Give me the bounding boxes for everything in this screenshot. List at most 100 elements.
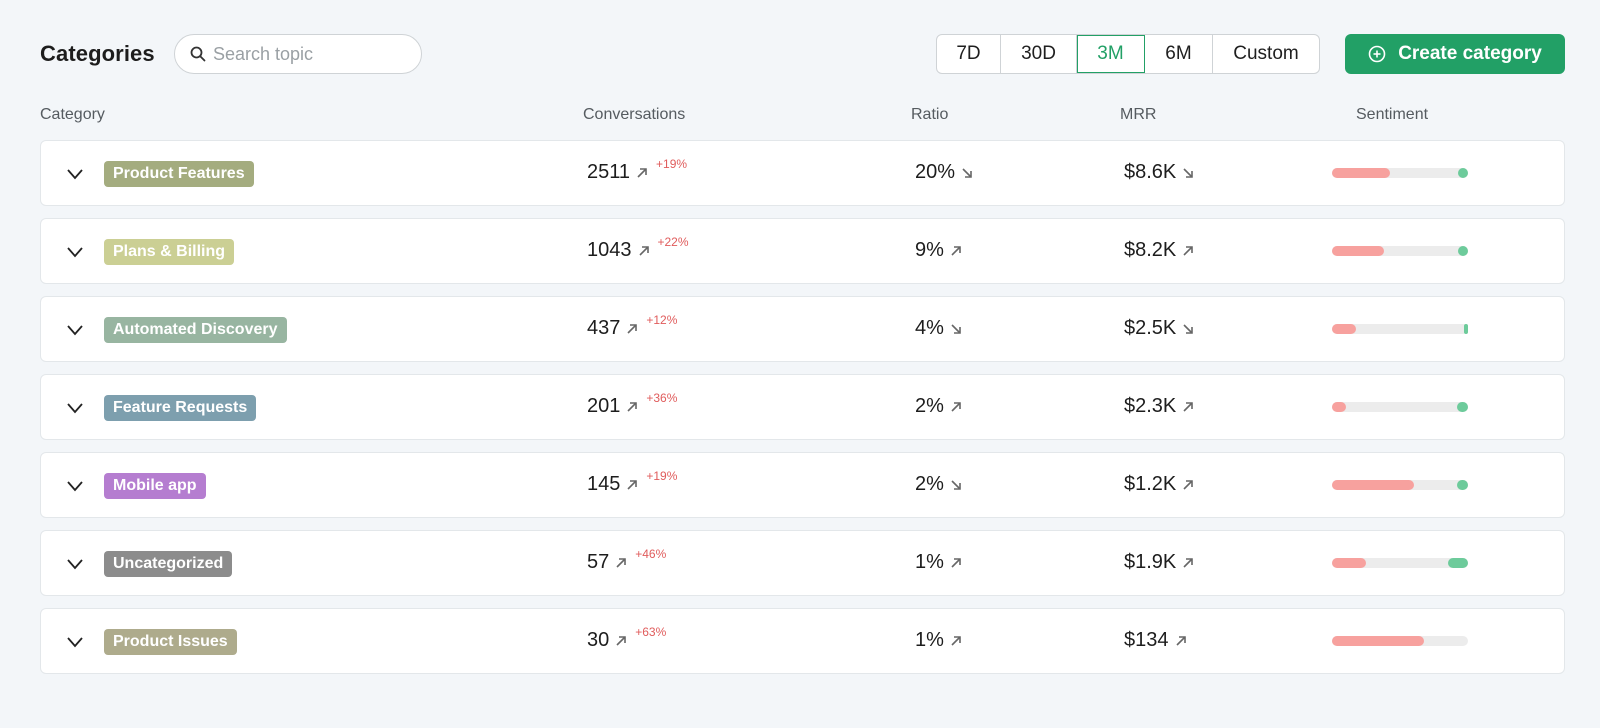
create-category-button[interactable]: Create category [1345,34,1565,74]
range-7d[interactable]: 7D [937,35,1001,73]
mrr-cell: $1.2K [1124,473,1194,496]
sentiment-positive-fill [1458,168,1468,178]
sentiment-positive-fill [1457,480,1468,490]
column-header-conversations[interactable]: Conversations [583,106,686,123]
chevron-down-icon[interactable] [65,397,85,417]
mrr-value: $8.2K [1124,239,1177,261]
conversations-cell: 437 +12% [587,313,677,340]
chevron-down-icon[interactable] [65,163,85,183]
sentiment-bar [1332,324,1468,334]
ratio-value: 1% [915,629,944,651]
trend-up-icon [638,245,649,256]
ratio-cell: 2% [915,473,962,496]
trend-up-icon [1183,557,1194,568]
sentiment-negative-fill [1332,480,1414,490]
range-30d[interactable]: 30D [1001,35,1077,73]
column-header-mrr[interactable]: MRR [1120,106,1157,123]
trend-up-icon [951,635,961,646]
column-header-category[interactable]: Category [40,106,105,123]
sentiment-positive-fill [1457,402,1468,412]
ratio-cell: 1% [915,629,962,652]
table-row[interactable]: Automated Discovery 437 +12% 4% $2.5K [40,296,1565,362]
chevron-down-icon[interactable] [65,631,85,651]
conversations-delta: +19% [656,156,688,171]
sentiment-positive-fill [1458,246,1468,256]
conversations-value: 145 [587,473,621,495]
conversations-cell: 201 +36% [587,391,677,418]
sentiment-negative-fill [1332,402,1346,412]
sentiment-bar [1332,168,1468,178]
mrr-value: $134 [1124,629,1169,651]
trend-down-icon [1183,323,1194,334]
ratio-value: 1% [915,551,944,573]
chevron-down-icon[interactable] [65,475,85,495]
trend-up-icon [616,557,627,568]
category-tag[interactable]: Feature Requests [104,395,257,421]
trend-up-icon [1183,479,1194,490]
mrr-cell: $8.6K [1124,161,1194,184]
chevron-down-icon[interactable] [65,553,85,573]
ratio-cell: 9% [915,239,962,262]
chevron-down-icon[interactable] [65,319,85,339]
conversations-delta: +46% [635,546,667,561]
column-header-ratio[interactable]: Ratio [911,106,949,123]
conversations-value: 57 [587,551,610,573]
category-tag[interactable]: Mobile app [104,473,206,499]
create-category-label: Create category [1398,43,1542,64]
conversations-delta: +36% [646,390,678,405]
date-range-selector: 7D 30D 3M 6M Custom [936,34,1320,74]
ratio-value: 4% [915,317,944,339]
sentiment-positive-fill [1463,324,1468,334]
ratio-cell: 20% [915,161,973,184]
sentiment-negative-fill [1332,168,1391,178]
trend-up-icon [951,245,961,256]
ratio-cell: 2% [915,395,962,418]
trend-up-icon [637,167,647,178]
category-tag[interactable]: Uncategorized [104,551,233,577]
mrr-value: $1.2K [1124,473,1177,495]
category-tag[interactable]: Automated Discovery [104,317,287,343]
trend-up-icon [1183,401,1194,412]
ratio-value: 20% [915,161,956,183]
table-row[interactable]: Product Issues 30 +63% 1% $134 [40,608,1565,674]
trend-up-icon [1175,635,1186,646]
mrr-value: $2.5K [1124,317,1177,339]
range-3m[interactable]: 3M [1077,35,1145,73]
page-header: Categories 7D 30D 3M 6M Custom Create ca… [40,34,1565,74]
conversations-cell: 57 +46% [587,547,666,574]
conversations-value: 30 [587,629,610,651]
conversations-delta: +22% [657,234,689,249]
trend-up-icon [627,479,638,490]
column-header-sentiment[interactable]: Sentiment [1356,106,1429,123]
mrr-cell: $2.3K [1124,395,1194,418]
range-6m[interactable]: 6M [1145,35,1213,73]
conversations-delta: +12% [646,312,678,327]
table-row[interactable]: Feature Requests 201 +36% 2% $2.3K [40,374,1565,440]
trend-up-icon [627,401,638,412]
conversations-cell: 2511 +19% [587,157,687,184]
trend-up-icon [951,401,961,412]
chevron-down-icon[interactable] [65,241,85,261]
mrr-value: $8.6K [1124,161,1177,183]
mrr-cell: $2.5K [1124,317,1194,340]
category-tag[interactable]: Product Issues [104,629,237,655]
table-row[interactable]: Product Features 2511 +19% 20% $8.6K [40,140,1565,206]
conversations-cell: 1043 +22% [587,235,689,262]
mrr-value: $1.9K [1124,551,1177,573]
search-input[interactable] [213,43,413,65]
sentiment-negative-fill [1332,324,1357,334]
search-box[interactable] [174,34,422,74]
sentiment-bar [1332,636,1468,646]
conversations-value: 201 [587,395,621,417]
category-tag[interactable]: Product Features [104,161,254,187]
table-row[interactable]: Uncategorized 57 +46% 1% $1.9K [40,530,1565,596]
sentiment-negative-fill [1332,636,1425,646]
trend-up-icon [1183,245,1194,256]
table-row[interactable]: Plans & Billing 1043 +22% 9% $8.2K [40,218,1565,284]
category-tag[interactable]: Plans & Billing [104,239,235,265]
sentiment-bar [1332,480,1468,490]
range-custom[interactable]: Custom [1233,43,1299,64]
trend-up-icon [951,557,961,568]
sentiment-bar [1332,402,1468,412]
table-row[interactable]: Mobile app 145 +19% 2% $1.2K [40,452,1565,518]
